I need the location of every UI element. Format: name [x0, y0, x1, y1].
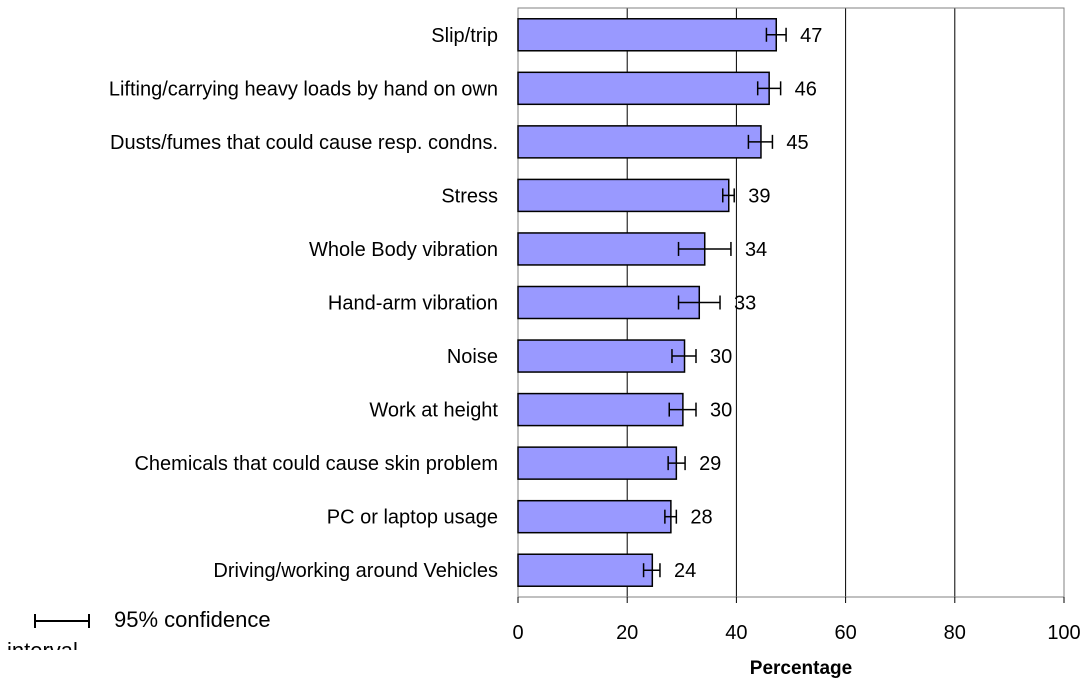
category-label-noise: Noise	[447, 346, 498, 368]
bar-work-at-height	[517, 392, 684, 427]
category-labels: Slip/trip Lifting/carrying heavy loads by…	[109, 25, 499, 582]
data-label-lifting-carrying-heavy-loads-by-hand-on-own: 46	[795, 78, 817, 100]
x-axis-title: Percentage	[750, 658, 852, 679]
bar-whole-body-vibration	[517, 232, 706, 266]
data-label-pc-or-laptop-usage: 28	[690, 507, 712, 529]
bar-dusts-fumes-that-could-cause-resp-condns	[517, 125, 762, 159]
data-label-work-at-height: 30	[710, 400, 732, 422]
data-label-stress: 39	[748, 185, 770, 207]
x-tick-label-20: 20	[616, 622, 638, 644]
legend-label: 95% confidence	[114, 607, 271, 632]
category-label-driving-working-around-vehicles: Driving/working around Vehicles	[213, 560, 498, 582]
category-label-work-at-height: Work at height	[369, 400, 498, 422]
bars	[517, 18, 787, 587]
errorbar-driving-working-around-vehicles	[642, 563, 661, 578]
errorbar-hand-arm-vibration	[677, 295, 721, 310]
errorbar-stress	[722, 188, 735, 203]
category-label-lifting-carrying-heavy-loads-by-hand-on-own: Lifting/carrying heavy loads by hand on …	[109, 78, 498, 100]
data-label-slip-trip: 47	[800, 25, 822, 47]
bar-chemicals-that-could-cause-skin-problem	[517, 446, 678, 480]
errorbar-pc-or-laptop-usage	[664, 509, 678, 524]
bar-stress	[517, 178, 730, 213]
x-tick-label-60: 60	[834, 622, 856, 644]
data-label-dusts-fumes-that-could-cause-resp-condns: 45	[786, 132, 808, 154]
category-label-slip-trip: Slip/trip	[431, 25, 498, 47]
errorbar-noise	[671, 349, 697, 364]
bar-slip-trip	[517, 18, 778, 52]
data-label-driving-working-around-vehicles: 24	[674, 560, 696, 582]
errorbar-work-at-height	[668, 402, 697, 417]
bar-pc-or-laptop-usage	[517, 499, 672, 534]
x-tick-label-100: 100	[1047, 622, 1080, 644]
category-label-hand-arm-vibration: Hand-arm vibration	[328, 293, 498, 315]
data-label-hand-arm-vibration: 33	[734, 293, 756, 315]
legend: 95% confidence interval	[7, 607, 271, 663]
x-tick-label-0: 0	[512, 622, 523, 644]
category-label-pc-or-laptop-usage: PC or laptop usage	[327, 507, 498, 529]
x-tick-label-80: 80	[944, 622, 966, 644]
errorbar-chemicals-that-could-cause-skin-problem	[667, 456, 686, 471]
errorbar-dusts-fumes-that-could-cause-resp-condns	[747, 134, 774, 149]
data-label-noise: 30	[710, 346, 732, 368]
category-label-whole-body-vibration: Whole Body vibration	[309, 239, 498, 261]
category-label-chemicals-that-could-cause-skin-problem: Chemicals that could cause skin problem	[134, 453, 498, 475]
data-label-whole-body-vibration: 34	[745, 239, 767, 261]
data-label-chemicals-that-could-cause-skin-problem: 29	[699, 453, 721, 475]
bar-hand-arm-vibration	[517, 285, 701, 320]
errorbar-whole-body-vibration	[677, 241, 732, 256]
legend-label-overflow: interval	[7, 638, 78, 663]
errorbar-lifting-carrying-heavy-loads-by-hand-on-own	[756, 81, 782, 96]
bar-lifting-carrying-heavy-loads-by-hand-on-own	[517, 71, 770, 106]
bar-driving-working-around-vehicles	[517, 553, 654, 587]
category-label-dusts-fumes-that-could-cause-resp-condns: Dusts/fumes that could cause resp. condn…	[110, 132, 498, 154]
x-tick-label-40: 40	[725, 622, 747, 644]
bar-noise	[517, 339, 686, 373]
data-labels: 47 46 45 39 34 33 30 30 29 28 24	[674, 25, 822, 582]
category-label-stress: Stress	[441, 185, 498, 207]
x-axis: 0 20 40 60 80 100	[512, 597, 1081, 644]
errorbar-slip-trip	[765, 27, 787, 42]
